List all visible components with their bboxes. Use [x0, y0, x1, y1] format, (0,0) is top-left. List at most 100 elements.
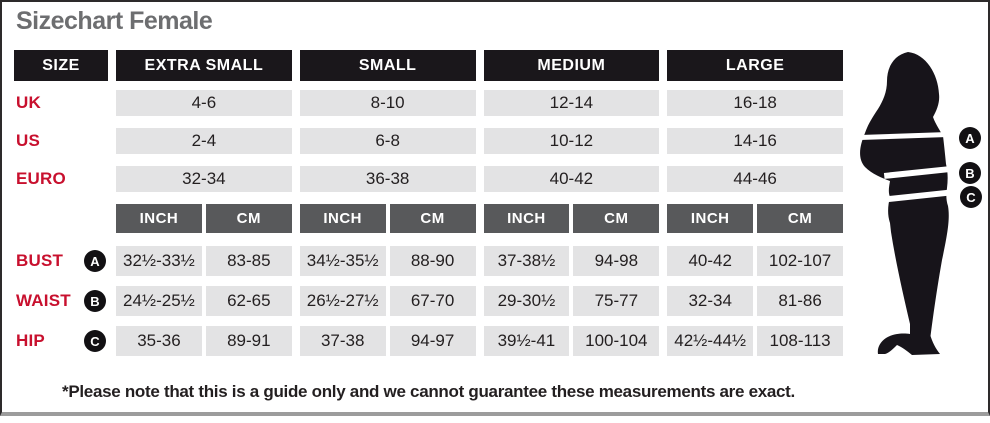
- column-header-size: SIZE: [14, 50, 108, 81]
- table-cell: 26½-27½: [299, 286, 386, 316]
- disclaimer-note: *Please note that this is a guide only a…: [62, 382, 795, 401]
- table-cell: 29-30½: [483, 286, 570, 316]
- row-label-waist: WAIST: [16, 291, 71, 310]
- table-row-us: US 2-4 6-8 10-12 14-16: [14, 128, 843, 154]
- table-cell: 10-12: [483, 128, 660, 154]
- column-header-small: SMALL: [299, 50, 476, 81]
- row-cells: 24½-25½ 62-65 26½-27½ 67-70 29-30½ 75-77…: [116, 286, 843, 316]
- cell-group: 26½-27½ 67-70: [299, 286, 476, 316]
- row-cells: 4-6 8-10 12-14 16-18: [116, 90, 843, 116]
- column-header-extra-small: EXTRA SMALL: [116, 50, 292, 81]
- cell-group: 2-4: [116, 128, 292, 154]
- column-header-inch: INCH: [483, 204, 570, 233]
- table-cell: 40-42: [667, 246, 754, 276]
- cell-group: 32-34 81-86: [667, 286, 843, 316]
- table-cell: 94-98: [573, 246, 660, 276]
- cell-group: 29-30½ 75-77: [483, 286, 660, 316]
- cell-group: 34½-35½ 88-90: [299, 246, 476, 276]
- row-label-cell: WAIST B: [14, 286, 108, 316]
- table-cell: 24½-25½: [116, 286, 202, 316]
- row-cells: 32-34 36-38 40-42 44-46: [116, 166, 843, 192]
- column-group-large: LARGE: [667, 50, 843, 81]
- row-label-bust: BUST: [16, 251, 64, 270]
- cell-group: 6-8: [299, 128, 476, 154]
- column-header-cm: CM: [205, 204, 292, 233]
- marker-badge-a: A: [84, 250, 106, 272]
- table-cell: 100-104: [573, 326, 660, 356]
- table-row-uk: UK 4-6 8-10 12-14 16-18: [14, 90, 843, 116]
- page-title: Sizechart Female: [16, 7, 213, 35]
- column-group-small: SMALL: [299, 50, 476, 81]
- unit-header-row: INCH CM INCH CM INCH CM INCH CM: [14, 204, 843, 233]
- table-cell: 102-107: [757, 246, 843, 276]
- column-group-extra-small: EXTRA SMALL: [116, 50, 292, 81]
- cell-group: 32½-33½ 83-85: [116, 246, 292, 276]
- table-cell: 37-38: [299, 326, 386, 356]
- row-label-cell: [14, 204, 108, 233]
- table-cell: 108-113: [757, 326, 843, 356]
- figure-marker-b: B: [965, 166, 974, 181]
- row-cells: 2-4 6-8 10-12 14-16: [116, 128, 843, 154]
- row-label-cell: US: [14, 128, 108, 154]
- cell-group: INCH CM: [483, 204, 660, 233]
- table-cell: 32½-33½: [116, 246, 202, 276]
- cell-group: 42½-44½ 108-113: [667, 326, 843, 356]
- cell-group: 12-14: [483, 90, 660, 116]
- cell-group: 10-12: [483, 128, 660, 154]
- figure-marker-a-circle: [959, 127, 981, 149]
- figure-marker-a: A: [965, 131, 975, 146]
- cell-group: 14-16: [667, 128, 843, 154]
- table-cell: 42½-44½: [667, 326, 754, 356]
- row-cells: INCH CM INCH CM INCH CM INCH CM: [116, 204, 843, 233]
- cell-group: 39½-41 100-104: [483, 326, 660, 356]
- table-cell: 81-86: [757, 286, 843, 316]
- column-header-inch: INCH: [667, 204, 754, 233]
- table-cell: 12-14: [483, 90, 660, 116]
- cell-group: 8-10: [299, 90, 476, 116]
- cell-group: 40-42 102-107: [667, 246, 843, 276]
- table-cell: 8-10: [299, 90, 476, 116]
- cell-group: 44-46: [667, 166, 843, 192]
- table-cell: 6-8: [299, 128, 476, 154]
- table-row-euro: EURO 32-34 36-38 40-42 44-46: [14, 166, 843, 192]
- column-header-inch: INCH: [299, 204, 386, 233]
- marker-badge-b: B: [84, 290, 106, 312]
- measurement-figure: A B C: [852, 2, 990, 418]
- table-cell: 62-65: [205, 286, 292, 316]
- cell-group: 40-42: [483, 166, 660, 192]
- table-cell: 4-6: [116, 90, 292, 116]
- table-cell: 40-42: [483, 166, 660, 192]
- row-cells: 35-36 89-91 37-38 94-97 39½-41 100-104 4…: [116, 326, 843, 356]
- column-header-cm: CM: [573, 204, 660, 233]
- cell-group: 4-6: [116, 90, 292, 116]
- row-label-cell: HIP C: [14, 326, 108, 356]
- table-cell: 37-38½: [483, 246, 570, 276]
- cell-group: 24½-25½ 62-65: [116, 286, 292, 316]
- column-header-cm: CM: [757, 204, 843, 233]
- table-cell: 88-90: [389, 246, 476, 276]
- female-figure-svg: A B C: [859, 52, 982, 355]
- column-header-cm: CM: [389, 204, 476, 233]
- table-row-hip: HIP C 35-36 89-91 37-38 94-97 39½-41 100…: [14, 326, 843, 356]
- row-label-euro: EURO: [16, 169, 66, 188]
- row-label-us: US: [16, 131, 41, 150]
- table-cell: 35-36: [116, 326, 202, 356]
- cell-group: 32-34: [116, 166, 292, 192]
- column-header-medium: MEDIUM: [483, 50, 660, 81]
- table-cell: 34½-35½: [299, 246, 386, 276]
- column-header-large: LARGE: [667, 50, 843, 81]
- cell-group: 16-18: [667, 90, 843, 116]
- table-row-bust: BUST A 32½-33½ 83-85 34½-35½ 88-90 37-38…: [14, 246, 843, 276]
- row-label-cell: BUST A: [14, 246, 108, 276]
- table-cell: 16-18: [667, 90, 843, 116]
- figure-marker-b-circle: [959, 162, 981, 184]
- table-cell: 67-70: [389, 286, 476, 316]
- table-cell: 14-16: [667, 128, 843, 154]
- bust-measure-line: [859, 131, 949, 141]
- cell-group: INCH CM: [667, 204, 843, 233]
- row-label-uk: UK: [16, 93, 41, 112]
- table-cell: 2-4: [116, 128, 292, 154]
- cell-group: INCH CM: [116, 204, 292, 233]
- row-label-cell: UK: [14, 90, 108, 116]
